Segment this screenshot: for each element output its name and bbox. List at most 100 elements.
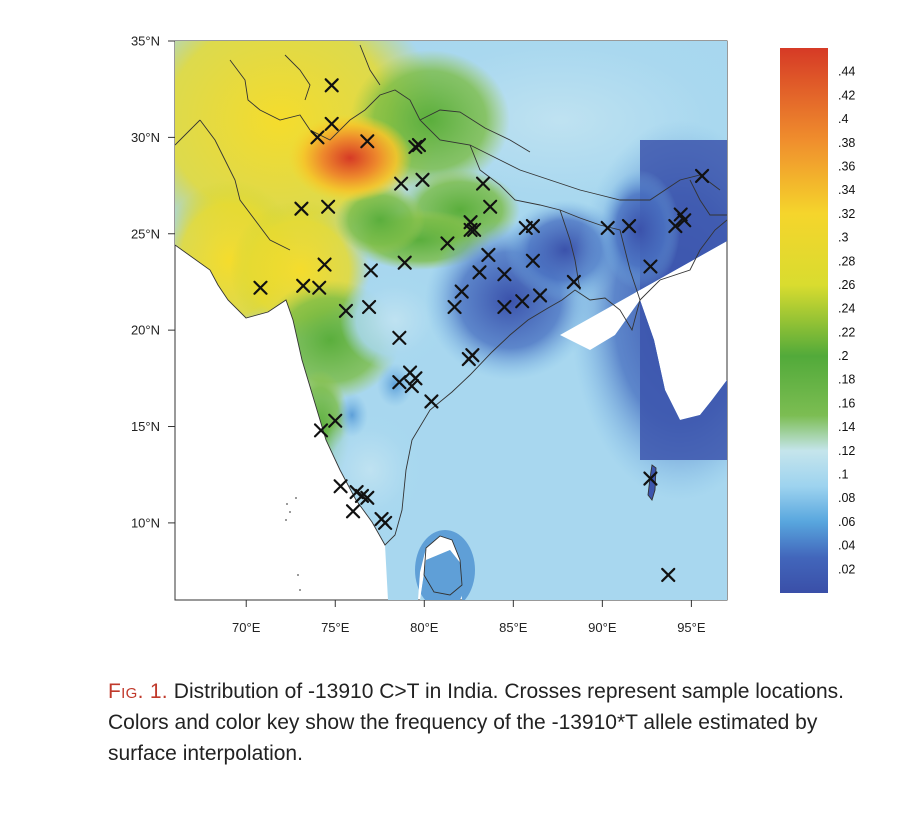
- sample-location-cross: [621, 218, 637, 234]
- sample-location-cross: [532, 288, 548, 303]
- color-key-label: .14: [838, 420, 855, 434]
- x-tick-label: 75°E: [321, 620, 350, 635]
- sample-location-cross: [345, 504, 361, 519]
- color-key-label: .08: [838, 491, 855, 505]
- sample-location-cross: [447, 299, 462, 315]
- color-key-label: .42: [838, 88, 855, 102]
- sample-location-cross: [392, 330, 407, 345]
- sample-location-cross: [515, 294, 530, 309]
- color-key-label: .16: [838, 396, 855, 410]
- sample-location-cross: [661, 567, 676, 583]
- sample-location-cross: [411, 137, 427, 153]
- sample-location-cross: [525, 218, 541, 234]
- x-tick-label: 85°E: [499, 620, 528, 635]
- color-key-label: .3: [838, 231, 848, 245]
- sample-location-cross: [296, 278, 311, 293]
- sample-location-cross: [317, 257, 332, 272]
- sample-location-cross: [465, 348, 480, 363]
- sample-location-cross: [404, 378, 419, 394]
- sample-location-cross: [497, 267, 512, 282]
- color-key-label: .4: [838, 112, 848, 126]
- color-key: .44 .42 .4 .38 .36 .34 .32 .3 .28 .26 .24 .22 .2 .18.…: [780, 48, 855, 593]
- color-key-label: .02: [838, 562, 855, 576]
- sample-location-cross: [415, 172, 430, 187]
- sample-location-cross: [324, 116, 339, 131]
- sample-location-cross: [321, 199, 336, 214]
- sample-location-cross: [566, 274, 581, 290]
- sample-location-cross: [463, 222, 478, 238]
- sample-markers: [253, 78, 710, 583]
- sample-location-cross: [394, 176, 409, 191]
- color-key-label: .32: [838, 207, 855, 221]
- sample-location-cross: [497, 299, 512, 315]
- sample-location-cross: [440, 236, 455, 251]
- sample-location-cross: [472, 265, 487, 280]
- color-key-bar: [780, 48, 828, 593]
- color-key-labels: .44 .42 .4 .38 .36 .34 .32 .3 .28 .26 .24 .22 .2 .18.…: [838, 65, 855, 577]
- sample-location-cross: [483, 199, 498, 214]
- small-islands: [285, 497, 301, 591]
- sample-location-cross: [677, 213, 692, 228]
- sample-location-cross: [333, 479, 348, 494]
- sample-location-cross: [668, 218, 683, 234]
- sample-location-cross: [328, 413, 343, 428]
- sample-location-cross: [392, 375, 407, 390]
- color-key-label: .1: [838, 468, 848, 482]
- figure-caption: Fig. 1. Distribution of -13910 C>T in In…: [108, 676, 868, 769]
- sample-location-cross: [378, 515, 393, 530]
- sample-location-cross: [253, 280, 268, 295]
- figure-label: Fig. 1.: [108, 680, 168, 703]
- sample-location-cross: [600, 220, 615, 236]
- y-tick-label: 20°N: [131, 323, 160, 338]
- x-tick-label: 95°E: [677, 620, 706, 635]
- y-tick-label: 10°N: [131, 515, 160, 530]
- color-key-label: .22: [838, 325, 855, 339]
- sample-location-cross: [694, 168, 710, 184]
- color-key-label: .26: [838, 278, 855, 292]
- color-key-label: .04: [838, 539, 855, 553]
- x-tick-label: 70°E: [232, 620, 261, 635]
- sample-location-cross: [481, 247, 496, 263]
- sample-location-cross: [313, 423, 329, 438]
- sample-location-cross: [454, 284, 469, 299]
- sample-location-cross: [467, 222, 482, 238]
- sample-location-cross: [424, 394, 439, 409]
- color-key-label: .12: [838, 444, 855, 458]
- sample-location-cross: [397, 255, 412, 270]
- sample-location-cross: [324, 78, 339, 93]
- sample-location-cross: [408, 139, 423, 155]
- y-axis: 35°N 30°N 25°N 20°N 15°N 10°N: [131, 34, 175, 530]
- sample-location-cross: [360, 490, 375, 505]
- sample-location-cross: [475, 176, 491, 191]
- color-key-label: .28: [838, 254, 855, 268]
- sample-location-cross: [408, 371, 423, 386]
- color-key-label: .06: [838, 515, 855, 529]
- color-key-label: .36: [838, 159, 855, 173]
- boundaries: [175, 44, 727, 596]
- x-tick-label: 80°E: [410, 620, 439, 635]
- sample-location-cross: [525, 253, 541, 268]
- x-tick-label: 90°E: [588, 620, 617, 635]
- sample-location-cross: [363, 263, 378, 278]
- sample-location-cross: [294, 201, 309, 216]
- sample-location-cross: [361, 299, 377, 315]
- y-tick-label: 35°N: [131, 34, 160, 49]
- color-key-label: .24: [838, 302, 855, 316]
- color-key-label: .2: [838, 349, 848, 363]
- sample-location-cross: [338, 303, 354, 318]
- x-axis: 70°E 75°E 80°E 85°E 90°E 95°E: [232, 600, 706, 635]
- y-tick-label: 15°N: [131, 419, 160, 434]
- color-key-label: .18: [838, 373, 855, 387]
- sample-location-cross: [310, 130, 325, 145]
- sample-location-cross: [643, 259, 658, 274]
- color-key-label: .34: [838, 183, 855, 197]
- sample-location-cross: [312, 280, 327, 295]
- y-tick-label: 30°N: [131, 130, 160, 145]
- y-tick-label: 25°N: [131, 226, 160, 241]
- sample-location-cross: [360, 134, 375, 149]
- color-key-label: .44: [838, 65, 855, 79]
- sample-location-cross: [643, 471, 658, 486]
- color-key-label: .38: [838, 136, 855, 150]
- figure-caption-text: Distribution of -13910 C>T in India. Cro…: [108, 680, 844, 765]
